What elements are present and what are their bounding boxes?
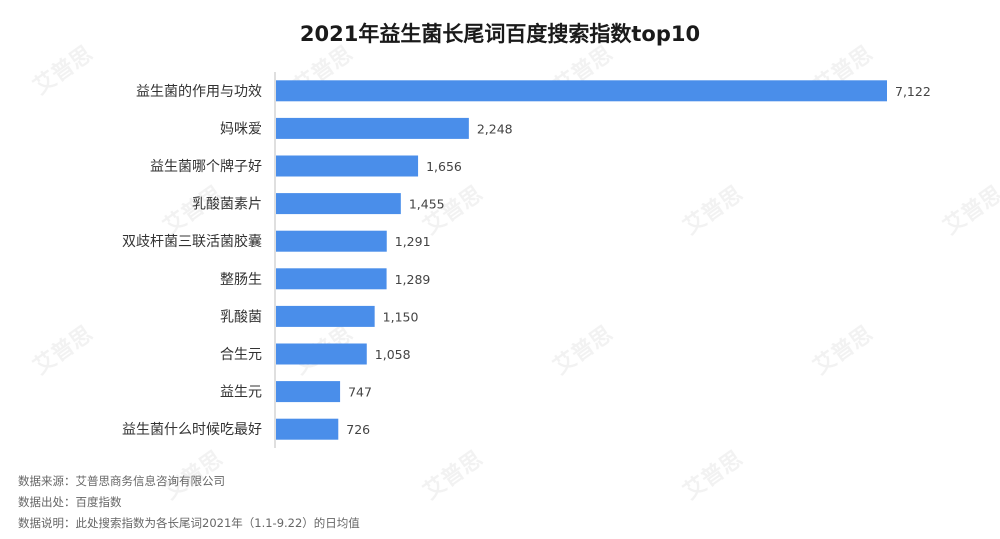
category-label-2: 妈咪爱 [220,121,262,137]
value-label-10: 726 [346,422,370,437]
category-label-9: 益生元 [220,385,262,401]
value-label-6: 1,289 [395,272,431,287]
value-label-1: 7,122 [895,84,931,99]
chart-notes: 数据来源：艾普思商务信息咨询有限公司 数据出处：百度指数 数据说明：此处搜索指数… [18,471,360,534]
value-label-3: 1,656 [426,159,462,174]
bar-9 [276,381,341,403]
category-label-7: 乳酸菌 [220,309,262,325]
value-label-7: 1,150 [383,309,419,324]
value-label-2: 2,248 [477,121,513,136]
bar-8 [276,343,367,365]
value-label-9: 747 [348,385,372,400]
value-label-8: 1,058 [375,347,411,362]
bar-7 [276,305,375,327]
value-label-5: 1,291 [395,234,431,249]
bar-4 [276,193,401,215]
bar-2 [276,117,469,139]
note-explanation: 数据说明：此处搜索指数为各长尾词2021年（1.1-9.22）的日均值 [18,516,360,530]
bar-5 [276,230,387,252]
bar-10 [276,418,339,440]
bar-1 [276,80,887,102]
bar-3 [276,155,419,177]
category-label-10: 益生菌什么时候吃最好 [122,422,262,438]
note-source: 数据来源：艾普思商务信息咨询有限公司 [18,474,225,488]
category-label-1: 益生菌的作用与功效 [136,84,262,100]
chart-title: 2021年益生菌长尾词百度搜索指数top10 [299,22,701,46]
category-label-5: 双歧杆菌三联活菌胶囊 [122,233,262,250]
category-label-4: 乳酸菌素片 [192,197,262,213]
category-label-3: 益生菌哪个牌子好 [150,158,262,175]
category-label-8: 合生元 [220,347,262,363]
value-label-4: 1,455 [409,197,445,212]
bar-6 [276,268,387,290]
note-origin: 数据出处：百度指数 [18,495,122,509]
category-label-6: 整肠生 [220,272,262,288]
